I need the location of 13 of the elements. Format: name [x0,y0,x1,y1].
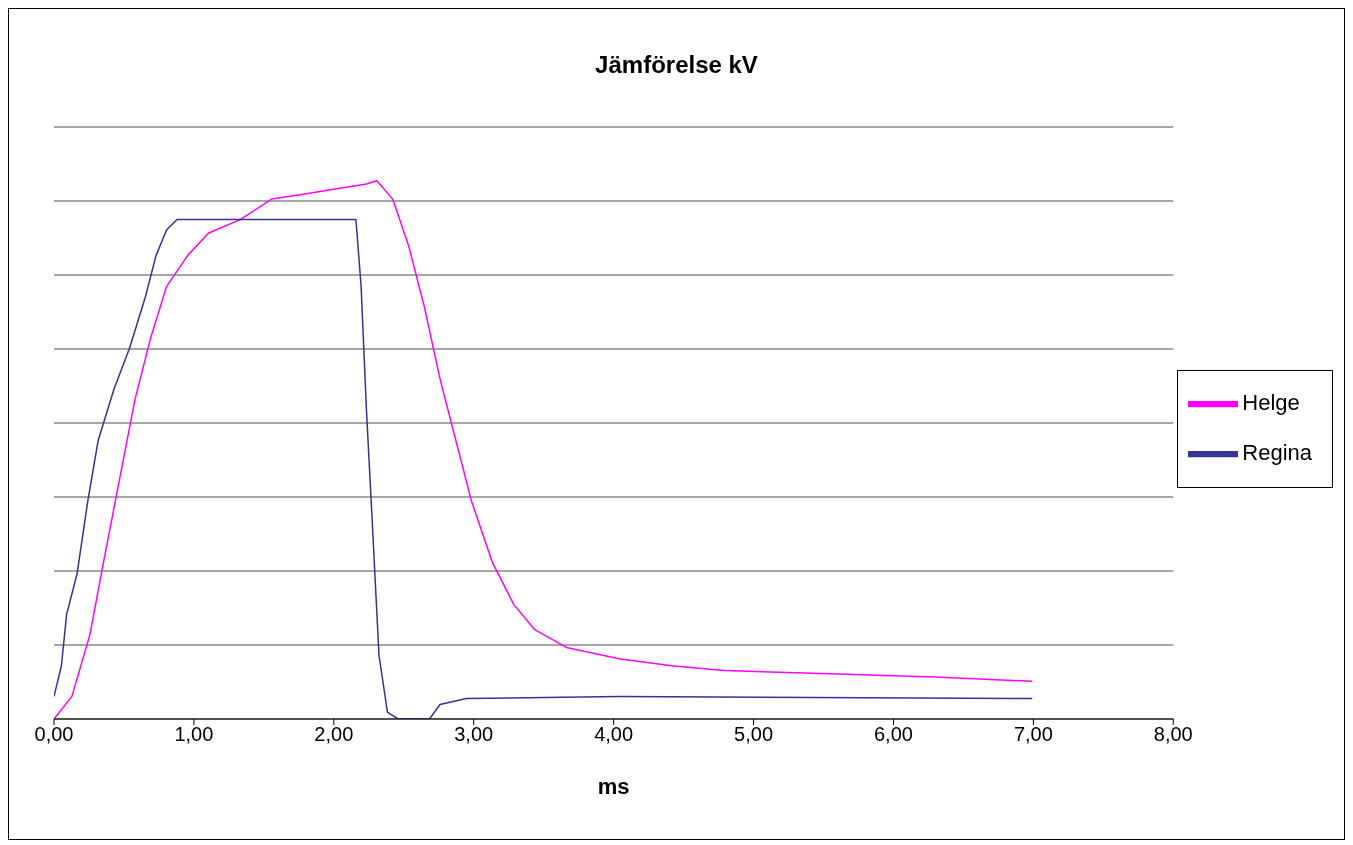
x-tick-label: 8,00 [1153,723,1193,746]
x-tick-label: 2,00 [314,723,354,746]
x-tick-label: 0,00 [34,723,74,746]
x-tick-label: 3,00 [454,723,494,746]
x-axis-title: ms [597,774,630,799]
x-tick-label: 6,00 [873,723,913,746]
x-tick-label: 1,00 [174,723,214,746]
chart-title: Jämförelse kV [594,51,759,79]
x-tick-label: 5,00 [734,723,774,746]
legend-label: Regina [1242,439,1312,465]
legend-label: Helge [1242,389,1300,415]
x-tick-label: 7,00 [1013,723,1053,746]
x-tick-label: 4,00 [594,723,634,746]
